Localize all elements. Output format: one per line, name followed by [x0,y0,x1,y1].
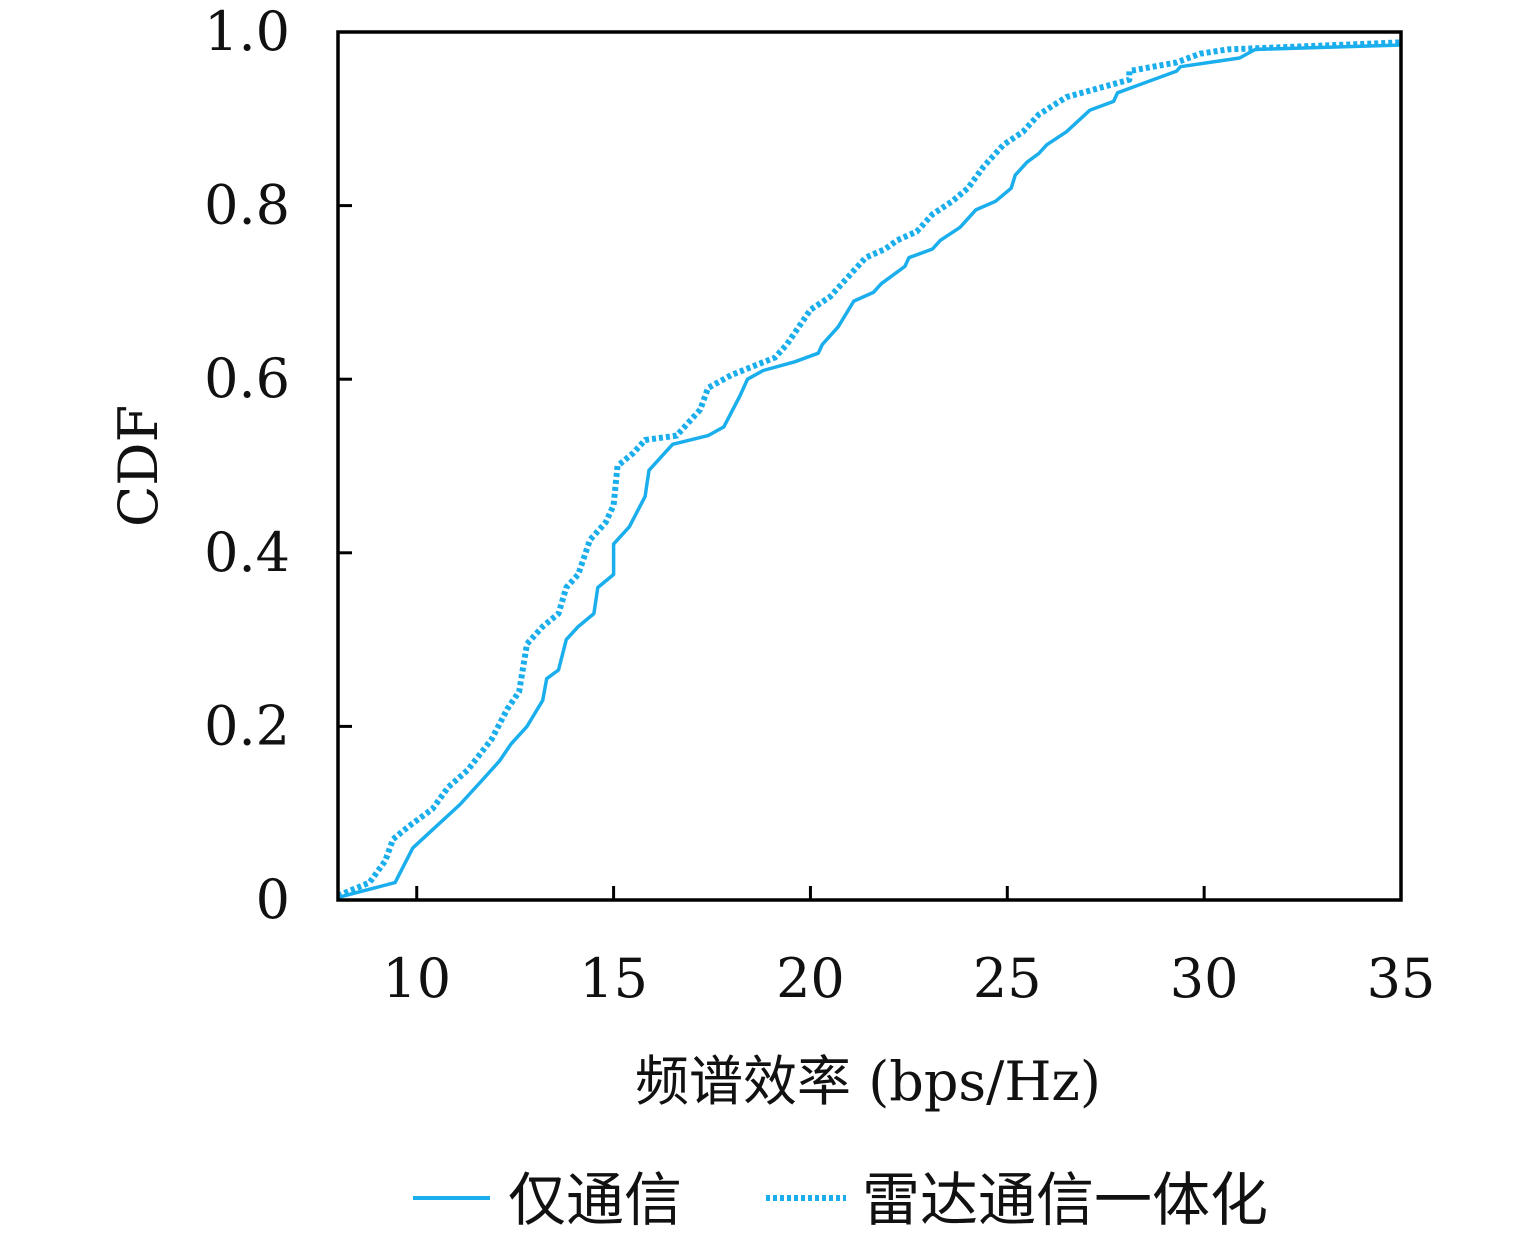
y-tick-label: 0.4 [204,521,290,584]
x-tick-label: 10 [382,947,451,1010]
legend: 仅通信 雷达通信一体化 [413,1166,1268,1233]
series-line-comm-only [337,43,1402,900]
legend-label-comm-only: 仅通信 [508,1166,682,1233]
plot-frame [336,30,1403,902]
x-tick-label: 35 [1367,947,1436,1010]
x-tick-label: 25 [973,947,1042,1010]
x-tick-label: 30 [1170,947,1239,1010]
y-tick-label: 0.2 [204,694,290,757]
y-axis-label: CDF [107,405,170,527]
series-line-isac [336,39,1402,899]
y-tick-label: 1.0 [204,0,290,63]
legend-label-isac: 雷达通信一体化 [862,1166,1268,1233]
x-axis-label: 频谱效率 (bps/Hz) [635,1050,1101,1113]
y-tick-label: 0 [256,868,290,931]
y-tick-label: 0.8 [204,174,290,237]
x-tick-label: 15 [579,947,648,1010]
y-tick-label: 0.6 [204,347,290,410]
x-tick-label: 20 [776,947,845,1010]
